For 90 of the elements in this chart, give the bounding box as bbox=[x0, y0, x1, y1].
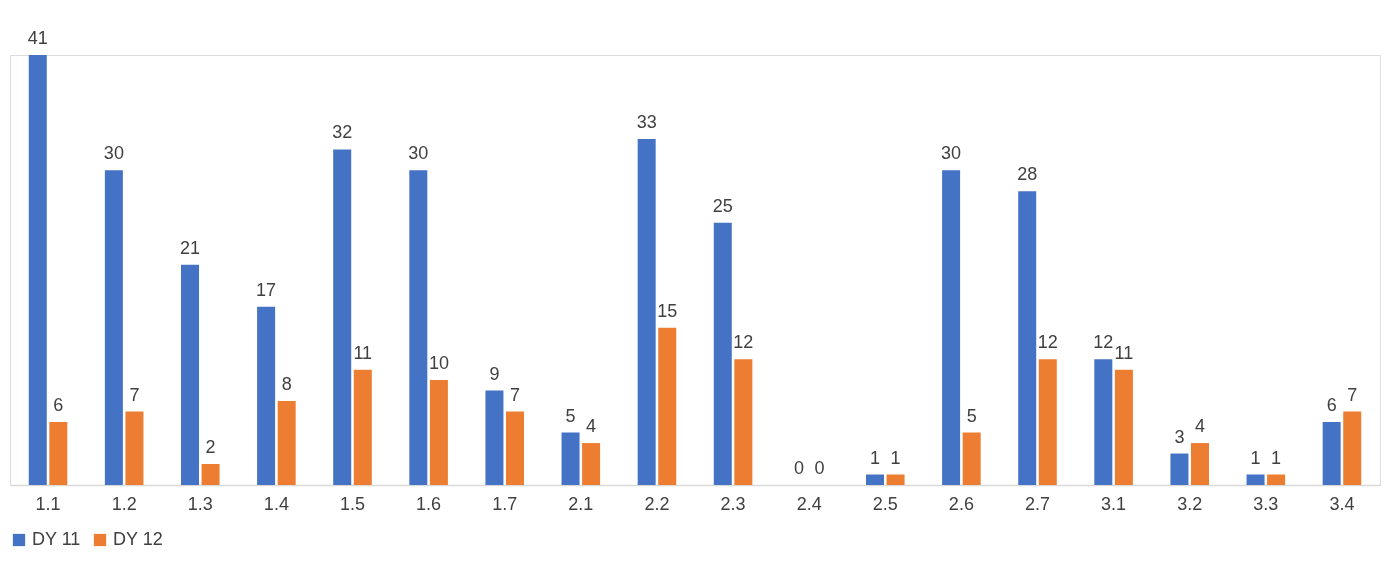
x-tick-label: 2.5 bbox=[872, 493, 898, 514]
x-tick-label: 2.6 bbox=[948, 493, 974, 514]
bar bbox=[1094, 359, 1113, 485]
legend-label: DY 11 bbox=[32, 529, 81, 549]
bar bbox=[485, 390, 504, 485]
bar bbox=[180, 264, 199, 485]
data-label: 7 bbox=[129, 384, 140, 405]
data-label: 12 bbox=[1093, 332, 1114, 353]
x-tick-label: 3.4 bbox=[1329, 493, 1355, 514]
bar bbox=[409, 170, 428, 485]
bar bbox=[1343, 411, 1362, 485]
bar bbox=[734, 359, 753, 485]
data-label: 30 bbox=[103, 143, 124, 164]
x-tick-label: 2.2 bbox=[644, 493, 670, 514]
data-label: 4 bbox=[1195, 416, 1206, 437]
x-tick-label: 3.1 bbox=[1101, 493, 1127, 514]
x-tick-label: 2.4 bbox=[796, 493, 822, 514]
bar bbox=[1018, 191, 1037, 485]
bar bbox=[506, 411, 525, 485]
bar bbox=[49, 422, 68, 485]
bar bbox=[582, 443, 601, 485]
bar bbox=[886, 474, 905, 485]
data-label: 9 bbox=[489, 363, 500, 384]
bar bbox=[104, 170, 123, 485]
data-label: 1 bbox=[1271, 447, 1282, 468]
x-tick-label: 1.7 bbox=[492, 493, 518, 514]
data-label: 1 bbox=[1250, 447, 1261, 468]
data-label: 5 bbox=[966, 405, 977, 426]
x-tick-label: 1.6 bbox=[416, 493, 442, 514]
data-label: 10 bbox=[428, 353, 449, 374]
data-label: 7 bbox=[510, 384, 521, 405]
data-label: 17 bbox=[256, 279, 277, 300]
x-tick-label: 1.1 bbox=[35, 493, 61, 514]
bar bbox=[637, 138, 656, 485]
x-tick-label: 2.1 bbox=[568, 493, 594, 514]
data-label: 41 bbox=[27, 28, 48, 48]
x-tick-label: 2.7 bbox=[1024, 493, 1051, 514]
bar bbox=[277, 401, 296, 485]
x-tick-label: 1.5 bbox=[339, 493, 366, 514]
bar bbox=[257, 306, 276, 485]
data-label: 6 bbox=[1326, 395, 1337, 416]
data-label: 30 bbox=[941, 143, 962, 164]
bar bbox=[1246, 474, 1265, 485]
legend-label: DY 12 bbox=[113, 529, 163, 549]
bar bbox=[201, 464, 220, 485]
data-label: 15 bbox=[657, 300, 678, 321]
data-label: 5 bbox=[565, 405, 576, 426]
bar bbox=[942, 170, 961, 485]
data-label: 7 bbox=[1347, 384, 1358, 405]
data-label: 33 bbox=[636, 111, 657, 132]
bar bbox=[353, 369, 372, 485]
x-tick-label: 3.2 bbox=[1177, 493, 1203, 514]
bar bbox=[28, 55, 47, 485]
bar bbox=[865, 474, 884, 485]
bar bbox=[1267, 474, 1286, 485]
x-tick-label: 2.3 bbox=[720, 493, 746, 514]
data-label: 0 bbox=[814, 458, 825, 478]
x-tick-label: 1.2 bbox=[111, 493, 137, 514]
data-label: 32 bbox=[332, 122, 353, 143]
data-label: 1 bbox=[869, 447, 880, 468]
x-tick-label: 1.4 bbox=[263, 493, 289, 514]
data-label: 11 bbox=[1114, 342, 1134, 363]
bar bbox=[333, 149, 352, 485]
data-label: 4 bbox=[586, 416, 597, 437]
bar bbox=[1170, 453, 1189, 485]
bar bbox=[125, 411, 144, 485]
data-label: 0 bbox=[793, 458, 804, 478]
bar bbox=[1114, 369, 1133, 485]
data-label: 2 bbox=[205, 437, 216, 458]
data-label: 21 bbox=[179, 237, 201, 258]
bar bbox=[1191, 443, 1210, 485]
bar bbox=[561, 432, 580, 485]
data-label: 25 bbox=[712, 195, 733, 216]
bar bbox=[962, 432, 981, 485]
data-label: 28 bbox=[1017, 164, 1038, 185]
x-tick-label: 1.3 bbox=[187, 493, 213, 514]
data-label: 3 bbox=[1174, 426, 1185, 447]
bar bbox=[658, 327, 677, 485]
data-label: 1 bbox=[890, 447, 901, 468]
x-tick-label: 3.3 bbox=[1253, 493, 1279, 514]
bar bbox=[713, 222, 732, 485]
bar bbox=[429, 380, 448, 485]
data-label: 12 bbox=[1037, 332, 1058, 353]
bar bbox=[1322, 422, 1341, 485]
data-label: 6 bbox=[53, 395, 64, 416]
bar bbox=[1038, 359, 1057, 485]
data-label: 8 bbox=[281, 374, 292, 395]
data-label: 11 bbox=[353, 342, 373, 363]
data-label: 12 bbox=[733, 332, 754, 353]
data-label: 30 bbox=[408, 143, 429, 164]
